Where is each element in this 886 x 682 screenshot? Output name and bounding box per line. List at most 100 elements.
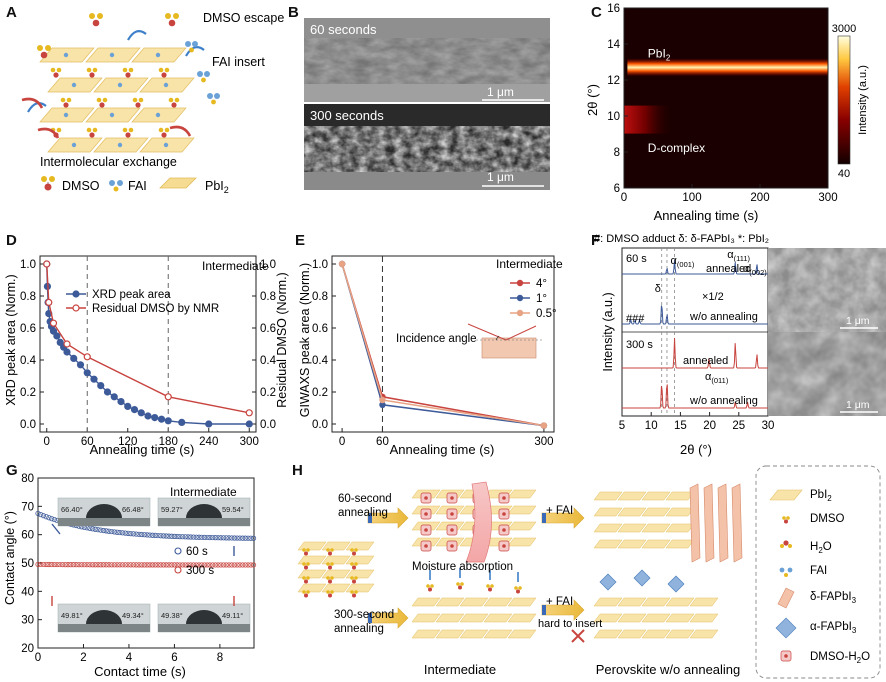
- g-point: [177, 534, 183, 540]
- g-pointer-arrow: [51, 523, 61, 535]
- g-angle-right: 49.34°: [122, 611, 144, 620]
- h-dmso-o: [328, 593, 332, 598]
- g-angle-left: 49.38°: [161, 611, 183, 620]
- g-point: [231, 535, 238, 541]
- h-dmso-s: [326, 562, 330, 566]
- g-point: [169, 533, 175, 539]
- g-point: [250, 535, 257, 541]
- h-intermediate300-slab: [459, 597, 489, 607]
- d-point: [124, 402, 132, 410]
- heatmap-axes: [623, 7, 829, 189]
- d-point: [53, 332, 61, 340]
- g-point: [49, 516, 55, 522]
- dmso-molecule-s: [122, 127, 128, 133]
- d-right-ytick-label: 0.4: [260, 355, 277, 367]
- g-point: [122, 530, 128, 536]
- g-point: [196, 534, 202, 540]
- h-arrow-300: [367, 607, 409, 629]
- d-xlabel: Annealing time (s): [90, 442, 195, 457]
- insert-arrow: [169, 125, 192, 137]
- g-point: [237, 562, 243, 568]
- g-point: [248, 535, 254, 541]
- h-dmso-s: [302, 548, 306, 552]
- h-blocked-cross: [571, 629, 585, 643]
- g-point: [111, 562, 117, 568]
- dmso-molecule-s: [92, 127, 98, 133]
- panel-e-chart: 0 60 300 0.0 0.2 0.4 0.6 0.8 1.0 GIWAXS peak are…: [298, 255, 563, 457]
- h-perovskite-bottom-slab: [617, 613, 647, 623]
- g-point: [152, 562, 158, 568]
- h-intermediate300-slab: [435, 597, 465, 607]
- h-dmso-s: [350, 576, 354, 580]
- g-xlabel: Contact time (s): [94, 664, 186, 679]
- h-legend-dmso: DMSO: [810, 513, 845, 525]
- g-point: [163, 533, 169, 539]
- h-dmso-h2o-dot: [424, 512, 428, 516]
- h-dmso-s: [354, 590, 358, 594]
- c-ytick-label: 10: [607, 111, 620, 123]
- g-point: [171, 533, 178, 539]
- h-arrow-fai-top: [541, 507, 585, 529]
- panel-f-letter: F: [591, 232, 601, 249]
- sem-300s-label: 300 seconds: [310, 108, 384, 123]
- g-point: [158, 533, 164, 539]
- d-point: [97, 382, 105, 390]
- h-perovskite-top-slab: [617, 523, 647, 533]
- g-point: [201, 562, 208, 568]
- h-dmso-o: [304, 565, 308, 570]
- h-dmso-h2o-dot: [424, 496, 428, 500]
- h-perovskite-top-slab: [617, 539, 647, 549]
- h-arrow-fai-bottom-tail: [542, 605, 546, 615]
- h-dmso-h2o-dot: [784, 654, 788, 658]
- f-wo-top: w/o annealing: [689, 311, 758, 323]
- g-point: [152, 532, 158, 539]
- f-hash-marks: ###: [626, 313, 645, 325]
- h-legend-alpha: α-FAPbI3: [810, 621, 857, 635]
- d-point: [205, 420, 213, 428]
- g-point: [117, 562, 123, 568]
- d-point: [157, 415, 166, 423]
- g-point: [155, 562, 161, 568]
- h-intermediate300-slab: [411, 629, 441, 639]
- dmso-molecule-s: [92, 67, 98, 73]
- h-intermediate300-slab: [411, 613, 441, 623]
- h-dmso-s: [460, 582, 464, 586]
- h-delta-column: [689, 483, 701, 563]
- h-dmso-h2o-dot: [502, 512, 506, 516]
- e-ytick-label: 0.6: [312, 323, 328, 335]
- fai-molecule-dot: [163, 82, 169, 88]
- h-dmso-s: [514, 586, 518, 590]
- h-perovskite-bottom-slab: [665, 629, 695, 639]
- h-perovskite-top-slab: [641, 539, 671, 549]
- g-point: [111, 529, 117, 535]
- panel-f-chart: #: DMSO adduct δ: δ-FAPbI₃ *: PbI₂ 5 10 15…: [594, 233, 886, 457]
- fai-insert-molecule: [201, 77, 206, 83]
- h-dmso-s: [302, 590, 306, 594]
- colorbar: [837, 35, 851, 165]
- d-ytick-label: 1.0: [20, 259, 36, 271]
- h-dmso-h2o-dot: [502, 496, 506, 500]
- g-point: [242, 535, 248, 541]
- h-dmso-s: [490, 584, 494, 588]
- d-right-ytick-label: 0.2: [260, 387, 276, 399]
- sem-300s-scale: 1 μm: [487, 170, 514, 184]
- g-angle-left: 59.27°: [161, 505, 183, 514]
- g-point: [218, 535, 224, 541]
- g-point: [220, 562, 227, 568]
- h-dmso-h2o-dot: [502, 528, 506, 532]
- dmso-escape-molecule: [165, 13, 171, 19]
- f-xtick-label: 30: [762, 420, 775, 432]
- g-point: [229, 562, 235, 568]
- c-ytick-label: 14: [607, 39, 620, 51]
- g-point: [155, 532, 161, 539]
- g-point: [65, 562, 71, 568]
- sem-300s-film: [304, 126, 550, 174]
- g-point: [149, 562, 156, 568]
- h-initial-slab: [345, 569, 375, 579]
- g-point: [139, 562, 145, 568]
- dmso-molecule-s: [56, 67, 62, 73]
- insert-arrow: [37, 127, 60, 139]
- dmso-molecule-s: [128, 67, 134, 73]
- d-point: [137, 409, 145, 417]
- h-intermediate300-slab: [483, 613, 513, 623]
